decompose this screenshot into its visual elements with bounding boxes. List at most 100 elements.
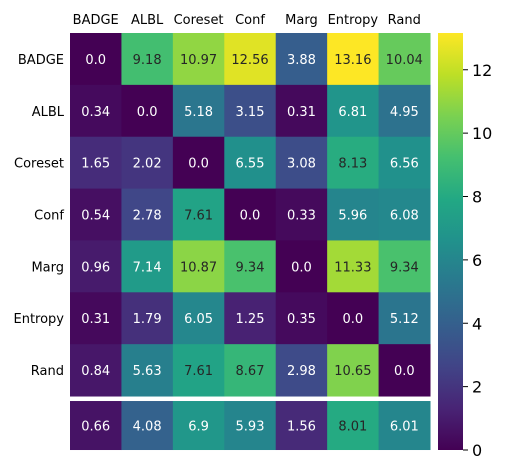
cell-value-label: 0.35 [287, 312, 316, 327]
heatmap-cell [172, 292, 225, 345]
cell-value-label: 0.31 [287, 105, 316, 120]
cell-value-label: 5.18 [184, 105, 213, 120]
heatmap-cell [378, 188, 431, 241]
colorbar-tick-label: 6 [472, 251, 482, 270]
colorbar-tick-label: 4 [472, 314, 482, 333]
heatmap-cell [327, 188, 380, 241]
heatmap-cell [275, 84, 328, 138]
colorbar-tick-label: 10 [472, 124, 492, 143]
heatmap-cell [327, 344, 380, 397]
heatmap-cell [172, 136, 225, 190]
heatmap-cell [121, 136, 174, 190]
cell-value-label: 0.96 [81, 260, 110, 275]
heatmap-cell [378, 84, 431, 138]
heatmap-cell [172, 344, 225, 397]
heatmap-cell [327, 136, 380, 190]
y-tick-label: Coreset [14, 157, 64, 172]
summary-cell [378, 401, 431, 451]
cell-value-label: 0.0 [240, 209, 261, 224]
heatmap-cell [378, 240, 431, 293]
cell-value-label: 10.97 [180, 53, 217, 68]
cell-value-label: 8.13 [338, 157, 367, 172]
cell-value-label: 0.34 [81, 105, 110, 120]
summary-value-label: 1.56 [287, 420, 316, 435]
cell-value-label: 0.0 [394, 364, 415, 379]
heatmap-cell [70, 344, 122, 397]
cell-value-label: 11.33 [334, 260, 371, 275]
cell-value-label: 5.12 [390, 312, 419, 327]
y-tick-label: BADGE [18, 53, 64, 68]
colorbar-tick-label: 12 [472, 61, 492, 80]
cell-value-label: 9.34 [236, 260, 265, 275]
y-axis-labels: BADGE ALBL Coreset Conf Marg Entropy Rand [13, 53, 64, 379]
x-tick-label: BADGE [73, 13, 119, 28]
cell-value-label: 2.02 [133, 157, 162, 172]
heatmap-cell [275, 240, 328, 293]
heatmap-cell [70, 136, 122, 190]
cell-value-label: 4.95 [390, 105, 419, 120]
x-tick-label: ALBL [131, 13, 164, 28]
summary-value-label: 5.93 [236, 420, 265, 435]
colorbar-tick-label: 0 [472, 441, 482, 460]
heatmap-cell [275, 188, 328, 241]
cell-value-label: 12.56 [231, 53, 268, 68]
y-tick-label: Entropy [13, 312, 64, 327]
cell-value-label: 5.63 [133, 364, 162, 379]
heatmap-cell [70, 240, 122, 293]
summary-value-label: 0.66 [81, 420, 110, 435]
y-tick-label: Rand [31, 364, 64, 379]
heatmap-cell [224, 240, 277, 293]
heatmap-cell [378, 136, 431, 190]
cell-value-label: 0.0 [188, 157, 209, 172]
cell-value-label: 0.0 [343, 312, 364, 327]
cell-value-label: 6.08 [390, 209, 419, 224]
heatmap-cell [224, 292, 277, 345]
heatmap-cell [121, 33, 174, 86]
colorbar-gradient [438, 33, 463, 450]
heatmap-cell [275, 33, 328, 86]
x-tick-label: Rand [388, 13, 421, 28]
x-tick-label: Coreset [174, 13, 224, 28]
cell-value-label: 10.87 [180, 260, 217, 275]
heatmap-cell [70, 292, 122, 345]
heatmap-cell [172, 33, 225, 86]
cell-value-label: 3.15 [236, 105, 265, 120]
cell-value-label: 6.05 [184, 312, 213, 327]
heatmap-cell [224, 344, 277, 397]
cell-value-label: 7.61 [184, 364, 213, 379]
summary-cell [327, 401, 380, 451]
heatmap-cell [378, 292, 431, 345]
heatmap-cell [121, 188, 174, 241]
summary-cell [224, 401, 277, 451]
cell-value-label: 0.54 [81, 209, 110, 224]
y-tick-label: Marg [31, 260, 64, 275]
colorbar-tick-label: 8 [472, 188, 482, 207]
cell-value-label: 0.0 [137, 105, 158, 120]
cell-value-label: 0.31 [81, 312, 110, 327]
cell-value-label: 7.14 [133, 260, 162, 275]
heatmap-cell [70, 84, 122, 138]
cell-value-label: 7.61 [184, 209, 213, 224]
summary-cell [70, 401, 122, 451]
cell-value-label: 0.0 [291, 260, 312, 275]
heatmap-cells: 0.0 9.18 10.97 12.56 3.88 13.16 10.04 0.34 0.0 5.… [70, 33, 431, 397]
summary-cell [172, 401, 225, 451]
cell-value-label: 0.0 [85, 53, 106, 68]
summary-value-label: 6.01 [390, 420, 419, 435]
heatmap-cell [327, 240, 380, 293]
heatmap-cell [275, 136, 328, 190]
heatmap-cell [224, 136, 277, 190]
heatmap-cell [172, 84, 225, 138]
heatmap-cell [121, 344, 174, 397]
heatmap-cell [275, 292, 328, 345]
cell-value-label: 1.79 [133, 312, 162, 327]
heatmap-cell [378, 33, 431, 86]
cell-value-label: 2.98 [287, 364, 316, 379]
heatmap-cell [378, 344, 431, 397]
heatmap-cell [121, 84, 174, 138]
cell-value-label: 0.84 [81, 364, 110, 379]
summary-row: 0.66 4.08 6.9 5.93 1.56 8.01 6.01 [70, 401, 431, 451]
cell-value-label: 3.88 [287, 53, 316, 68]
cell-value-label: 6.55 [236, 157, 265, 172]
